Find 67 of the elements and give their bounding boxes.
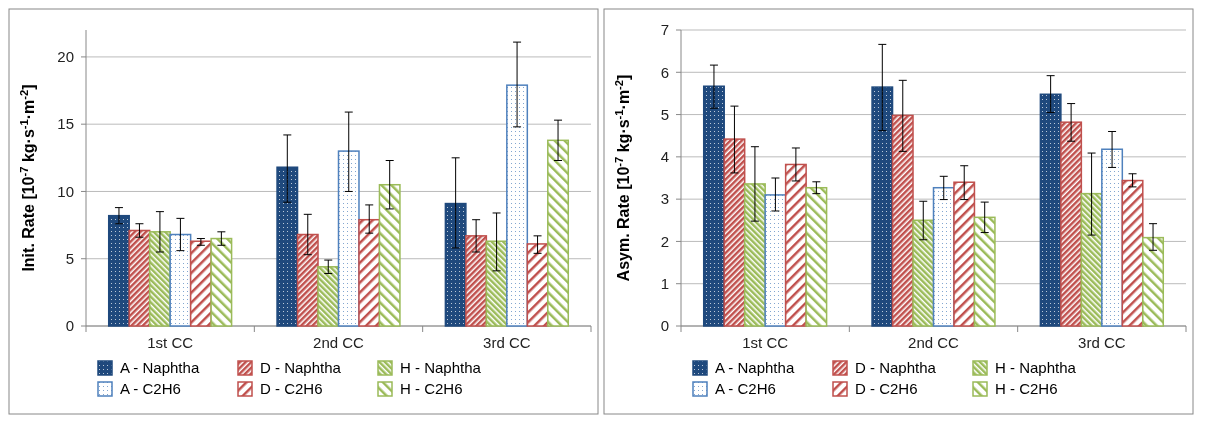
bar xyxy=(358,218,381,327)
bar xyxy=(444,202,467,327)
y-tick-label: 4 xyxy=(660,148,669,166)
bar xyxy=(337,150,360,327)
y-tick-label: 5 xyxy=(65,249,74,267)
bar xyxy=(189,240,212,327)
y-tick-label: 7 xyxy=(660,21,669,39)
legend-label: D - C2H6 xyxy=(260,380,323,398)
bar xyxy=(1080,192,1103,327)
bar xyxy=(723,138,746,327)
legend-label: H - C2H6 xyxy=(995,380,1058,398)
y-tick-label: 0 xyxy=(65,317,74,335)
y-tick-label: 3 xyxy=(660,190,669,208)
bar xyxy=(148,231,171,327)
bar xyxy=(317,266,340,327)
bar xyxy=(932,186,955,327)
bar xyxy=(276,166,299,327)
bar xyxy=(973,216,996,327)
legend-label: A - C2H6 xyxy=(715,380,776,398)
x-tick-label: 3rd CC xyxy=(483,334,531,351)
x-tick-label: 1st CC xyxy=(147,334,194,351)
y-tick-label: 15 xyxy=(57,115,74,133)
bar xyxy=(891,114,914,327)
legend-label: A - Naphtha xyxy=(120,359,200,377)
bar xyxy=(912,219,935,327)
legend-label: A - C2H6 xyxy=(120,380,181,398)
bar xyxy=(1121,179,1144,327)
bar xyxy=(1039,93,1062,327)
bar xyxy=(485,240,508,327)
bar xyxy=(805,186,828,327)
legend-label: H - Naphtha xyxy=(400,359,482,377)
bar xyxy=(210,237,233,327)
y-tick-label: 2 xyxy=(660,232,669,250)
bar xyxy=(784,163,807,327)
bar xyxy=(465,235,488,327)
bar xyxy=(1142,236,1165,327)
bar xyxy=(169,233,192,327)
y-tick-label: 10 xyxy=(57,182,74,200)
bar xyxy=(547,139,570,327)
legend-label: A - Naphtha xyxy=(715,359,795,377)
bar xyxy=(1060,121,1083,327)
bar xyxy=(128,229,151,327)
y-tick-label: 6 xyxy=(660,63,669,81)
bar xyxy=(764,194,787,327)
x-tick-label: 2nd CC xyxy=(313,334,365,351)
legend-label: H - Naphtha xyxy=(995,359,1077,377)
y-tick-label: 5 xyxy=(660,105,669,123)
y-tick-label: 0 xyxy=(660,317,669,335)
legend-label: D - Naphtha xyxy=(855,359,937,377)
x-tick-label: 2nd CC xyxy=(908,334,960,351)
legend-label: H - C2H6 xyxy=(400,380,463,398)
bar xyxy=(953,181,976,327)
bar xyxy=(1101,148,1124,327)
bar xyxy=(526,243,549,327)
bar xyxy=(506,84,529,327)
x-tick-label: 1st CC xyxy=(742,334,789,351)
bar xyxy=(378,183,401,327)
y-tick-label: 1 xyxy=(660,274,669,292)
bar xyxy=(107,214,130,327)
bar xyxy=(743,183,766,327)
x-tick-label: 3rd CC xyxy=(1078,334,1126,351)
legend-label: D - Naphtha xyxy=(260,359,342,377)
bar xyxy=(296,233,319,327)
bar xyxy=(871,86,894,327)
bar xyxy=(702,85,725,327)
legend-label: D - C2H6 xyxy=(855,380,918,398)
y-tick-label: 20 xyxy=(57,48,74,66)
